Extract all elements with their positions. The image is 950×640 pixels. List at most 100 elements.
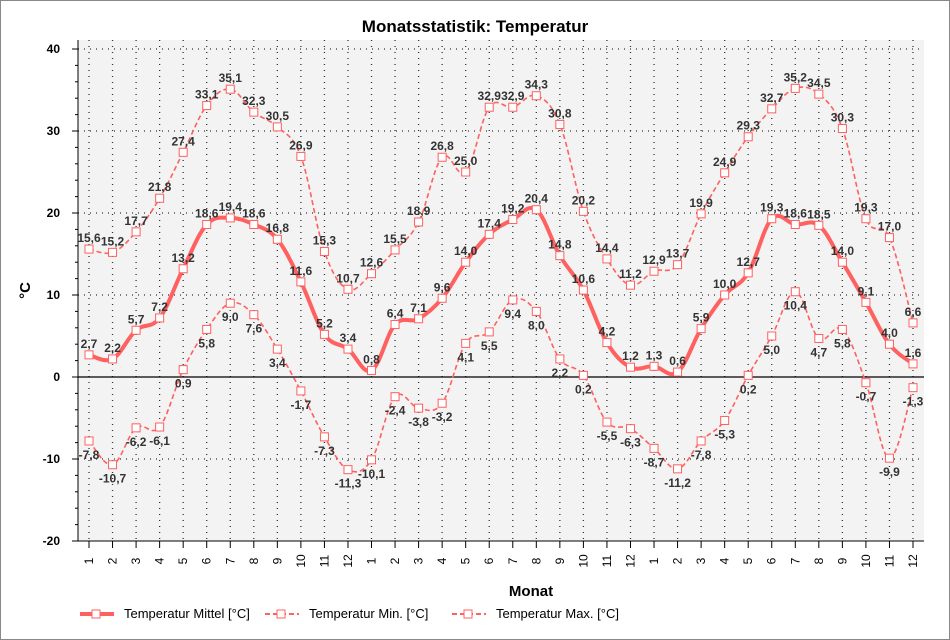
x-tick-label: 11 [882,554,896,567]
data-label-min: -6,1 [149,434,170,448]
legend-label-mean: Temperatur Mittel [°C] [124,606,250,621]
x-tick-label: 8 [812,557,826,564]
data-point-max [861,214,871,224]
data-label-max: 32,9 [501,89,525,103]
data-point-mean [625,362,635,372]
data-label-max: 15,5 [383,232,407,246]
x-tick-label: 5 [459,557,473,564]
data-label-max: 30,5 [266,109,290,123]
data-label-min: -3,8 [408,415,429,429]
data-point-mean [155,313,165,323]
data-point-min [696,436,706,446]
data-point-mean [649,361,659,371]
x-tick-label: 4 [153,557,167,564]
data-label-max: 15,2 [101,234,125,248]
chart-title: Monatsstatistik: Temperatur [361,17,589,36]
data-point-max [743,132,753,142]
data-label-max: 17,7 [124,214,148,228]
x-tick-label: 6 [482,557,496,564]
y-tick-label: -20 [43,534,61,548]
data-point-mean [908,359,918,369]
data-point-max [767,104,777,114]
data-point-max [437,152,447,162]
data-label-min: -7,8 [79,448,100,462]
data-label-mean: 5,2 [316,316,333,330]
data-label-min: -11,3 [335,477,362,491]
data-label-mean: 2,2 [104,341,121,355]
data-label-mean: 18,6 [195,206,219,220]
data-point-mean [108,354,118,364]
data-point-mean [837,257,847,267]
data-label-min: -10,1 [358,467,386,481]
data-label-max: 29,3 [737,119,761,133]
data-point-max [790,83,800,93]
data-point-max [673,260,683,270]
data-label-mean: 19,2 [501,202,525,216]
data-point-min [178,365,188,375]
data-label-mean: 13,2 [171,251,195,265]
x-tick-label: 10 [859,554,873,568]
data-point-min [319,432,329,442]
data-point-min [508,295,518,305]
data-label-min: 0,9 [175,377,192,391]
data-label-mean: 16,8 [266,221,290,235]
data-point-min [272,344,282,354]
data-point-min [390,392,400,402]
data-point-max [343,284,353,294]
data-point-mean [790,219,800,229]
data-label-min: 4,1 [457,350,474,364]
legend-item-min: Temperatur Min. [°C] [265,606,428,621]
data-label-min: 7,6 [245,322,262,336]
data-point-min [578,370,588,380]
data-label-min: -2,4 [385,404,406,418]
data-point-min [908,383,918,393]
y-axis-label: °C [17,282,34,299]
data-label-max: 30,3 [831,111,855,125]
data-label-max: 32,9 [478,89,502,103]
data-point-min [343,465,353,475]
data-point-min [484,327,494,337]
data-label-min: -6,3 [620,436,641,450]
data-label-max: 33,1 [195,88,219,102]
data-label-max: 6,6 [905,305,922,319]
legend-min-marker [265,609,299,618]
data-label-max: 13,7 [666,247,690,261]
data-label-min: 9,0 [222,310,239,324]
data-label-mean: 19,4 [219,200,243,214]
data-point-mean [508,215,518,225]
x-tick-label: 4 [435,557,449,564]
x-tick-label: 9 [270,557,284,564]
data-label-min: -1,3 [903,395,924,409]
data-point-min [202,324,212,334]
y-tick-label: 40 [47,42,61,56]
data-label-max: 32,3 [242,94,266,108]
data-label-mean: 5,7 [128,312,145,326]
data-label-max: 17,0 [878,220,902,234]
data-label-max: 12,6 [360,256,384,270]
data-point-max [155,193,165,203]
x-tick-label: 12 [906,554,920,568]
data-point-mean [249,219,259,229]
data-point-min [625,424,635,434]
data-label-min: 5,8 [198,336,215,350]
data-label-max: 35,1 [219,71,243,85]
data-label-mean: 0,8 [363,352,380,366]
data-label-min: -11,2 [664,476,691,490]
data-label-max: 25,0 [454,154,478,168]
x-tick-label: 10 [576,554,590,568]
data-point-max [202,101,212,111]
legend-mean-marker [80,609,114,618]
data-label-mean: 10,0 [713,277,737,291]
data-point-mean [767,214,777,224]
x-tick-label: 5 [176,557,190,564]
x-tick-label: 1 [365,557,379,564]
x-tick-label: 3 [694,557,708,564]
data-point-min [437,398,447,408]
data-label-max: 20,2 [572,193,596,207]
data-label-max: 19,9 [689,196,713,210]
data-point-min [225,298,235,308]
data-point-max [555,119,565,129]
data-point-mean [531,205,541,215]
data-point-max [319,247,329,257]
data-point-mean [272,234,282,244]
